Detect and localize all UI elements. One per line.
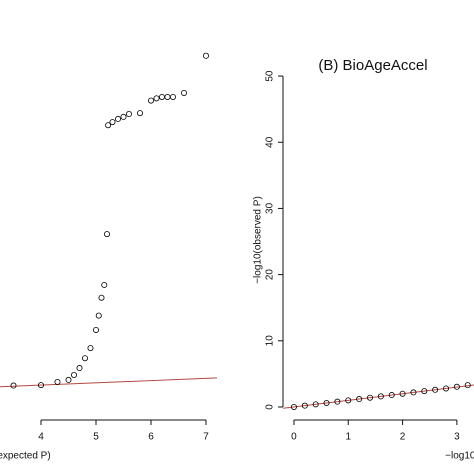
reference-line — [0, 377, 218, 388]
y-tick-label: 20 — [265, 269, 276, 281]
point — [158, 93, 165, 100]
point — [105, 122, 112, 129]
reference-line — [283, 384, 474, 409]
x-tick-label: 7 — [203, 432, 209, 443]
point — [76, 365, 83, 372]
point — [104, 231, 111, 238]
point — [399, 390, 406, 397]
point — [164, 93, 171, 100]
point — [323, 400, 330, 407]
point — [95, 312, 102, 319]
point — [93, 326, 100, 333]
point — [356, 396, 363, 403]
x-tick-label: 4 — [38, 432, 44, 443]
point — [202, 52, 209, 59]
point — [87, 345, 94, 352]
x-tick-label: 2 — [400, 432, 406, 443]
point — [136, 110, 143, 117]
y-axis-label: −log10(observed P) — [253, 196, 264, 284]
point — [38, 382, 45, 389]
point — [98, 294, 105, 301]
x-tick-label: 3 — [454, 432, 460, 443]
point — [169, 93, 176, 100]
point — [366, 394, 373, 401]
point — [421, 388, 428, 395]
point — [115, 115, 122, 122]
y-tick-label: 40 — [265, 136, 276, 148]
point — [312, 401, 319, 408]
x-tick-label: 0 — [291, 432, 297, 443]
point — [101, 281, 108, 288]
point — [126, 111, 133, 118]
point — [109, 119, 116, 126]
point — [377, 393, 384, 400]
y-tick-label: 50 — [265, 70, 276, 82]
point — [290, 403, 297, 410]
point — [153, 95, 160, 102]
point — [453, 383, 460, 390]
point — [82, 355, 89, 362]
point — [180, 89, 187, 96]
point — [432, 386, 439, 393]
chart-title: (B) BioAgeAccel — [318, 57, 427, 74]
point — [464, 382, 471, 389]
point — [345, 397, 352, 404]
y-tick-label: 10 — [265, 335, 276, 347]
x-axis-label: −log10( — [445, 451, 474, 462]
x-tick-label: 5 — [93, 432, 99, 443]
point — [120, 113, 127, 120]
point — [10, 382, 17, 389]
point — [301, 402, 308, 409]
x-tick-label: 1 — [345, 432, 351, 443]
point — [388, 392, 395, 399]
y-tick-label: 0 — [265, 404, 276, 410]
point — [443, 385, 450, 392]
x-tick-label: 6 — [148, 432, 154, 443]
point — [334, 398, 341, 405]
point — [147, 97, 154, 104]
point — [410, 389, 417, 396]
point — [71, 371, 78, 378]
x-axis-label: expected P) — [0, 451, 51, 462]
point — [54, 378, 61, 385]
y-tick-label: 30 — [265, 202, 276, 214]
point — [65, 376, 72, 383]
